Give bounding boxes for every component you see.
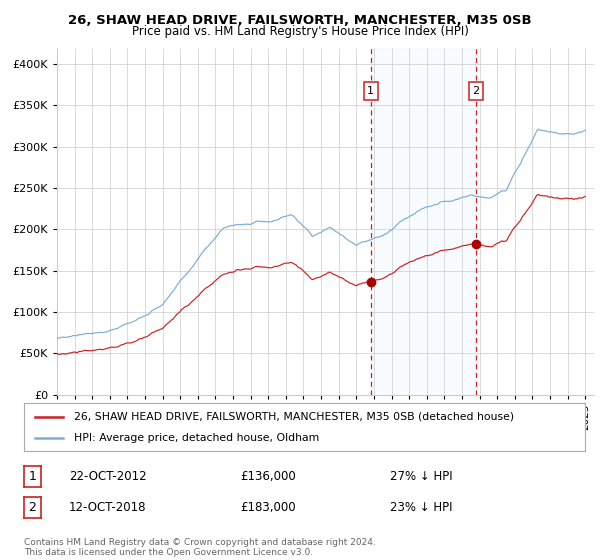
Text: 2: 2 — [472, 86, 479, 96]
Text: £136,000: £136,000 — [240, 470, 296, 483]
Text: 12-OCT-2018: 12-OCT-2018 — [69, 501, 146, 514]
Text: 22-OCT-2012: 22-OCT-2012 — [69, 470, 146, 483]
Text: Price paid vs. HM Land Registry's House Price Index (HPI): Price paid vs. HM Land Registry's House … — [131, 25, 469, 38]
Text: 1: 1 — [28, 470, 37, 483]
Text: Contains HM Land Registry data © Crown copyright and database right 2024.
This d: Contains HM Land Registry data © Crown c… — [24, 538, 376, 557]
Text: 1: 1 — [367, 86, 374, 96]
Text: £183,000: £183,000 — [240, 501, 296, 514]
Text: 26, SHAW HEAD DRIVE, FAILSWORTH, MANCHESTER, M35 0SB: 26, SHAW HEAD DRIVE, FAILSWORTH, MANCHES… — [68, 14, 532, 27]
Text: 27% ↓ HPI: 27% ↓ HPI — [390, 470, 452, 483]
Text: 26, SHAW HEAD DRIVE, FAILSWORTH, MANCHESTER, M35 0SB (detached house): 26, SHAW HEAD DRIVE, FAILSWORTH, MANCHES… — [74, 412, 515, 422]
Text: 23% ↓ HPI: 23% ↓ HPI — [390, 501, 452, 514]
Text: HPI: Average price, detached house, Oldham: HPI: Average price, detached house, Oldh… — [74, 433, 320, 443]
Bar — [371, 48, 476, 395]
Text: 2: 2 — [28, 501, 37, 514]
